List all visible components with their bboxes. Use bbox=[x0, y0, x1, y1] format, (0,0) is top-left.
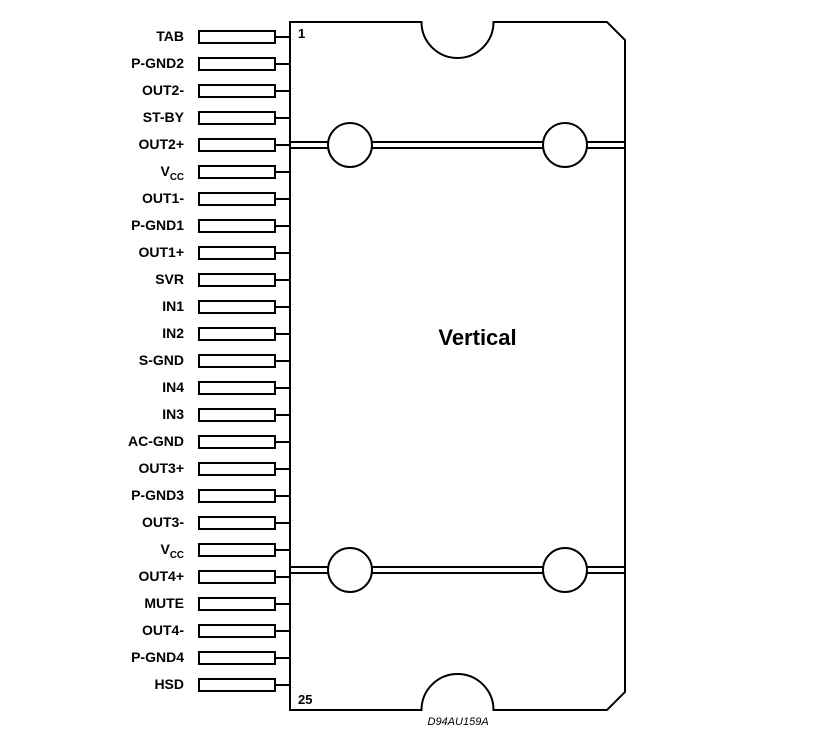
pin-lead bbox=[276, 360, 290, 362]
diagram-root: TAB P-GND2 OUT2- ST-BY OUT2+ VCC OUT1- P-GND1 OU… bbox=[0, 0, 822, 751]
pin-label: IN3 bbox=[162, 406, 184, 422]
pin-lead bbox=[276, 63, 290, 65]
pin-lead bbox=[276, 144, 290, 146]
pin-box bbox=[198, 219, 276, 233]
mount-hole bbox=[328, 123, 372, 167]
pin-label: OUT2- bbox=[142, 82, 184, 98]
pin-box bbox=[198, 273, 276, 287]
pin-label: OUT1+ bbox=[138, 244, 184, 260]
pin-box bbox=[198, 516, 276, 530]
pin-box bbox=[198, 327, 276, 341]
pin-number-25: 25 bbox=[298, 692, 312, 707]
pin-label: SVR bbox=[155, 271, 184, 287]
pin-lead bbox=[276, 117, 290, 119]
pin-number-1: 1 bbox=[298, 26, 305, 41]
pin-label: OUT1- bbox=[142, 190, 184, 206]
mount-hole bbox=[543, 548, 587, 592]
pin-box bbox=[198, 165, 276, 179]
pin-label: MUTE bbox=[144, 595, 184, 611]
pin-box bbox=[198, 57, 276, 71]
pin-lead bbox=[276, 657, 290, 659]
pin-lead bbox=[276, 171, 290, 173]
pin-box bbox=[198, 381, 276, 395]
pin-box bbox=[198, 138, 276, 152]
pin-box bbox=[198, 84, 276, 98]
package-label: Vertical bbox=[438, 325, 516, 351]
pin-label: S-GND bbox=[139, 352, 184, 368]
pin-label: P-GND3 bbox=[131, 487, 184, 503]
document-id: D94AU159A bbox=[428, 716, 489, 728]
pin-label: OUT4+ bbox=[138, 568, 184, 584]
pin-lead bbox=[276, 225, 290, 227]
pin-label: VCC bbox=[161, 163, 185, 183]
pin-label: ST-BY bbox=[143, 109, 184, 125]
pin-lead bbox=[276, 198, 290, 200]
pin-box bbox=[198, 192, 276, 206]
pin-box bbox=[198, 678, 276, 692]
pin-label: P-GND4 bbox=[131, 649, 184, 665]
pin-label: OUT2+ bbox=[138, 136, 184, 152]
pin-lead bbox=[276, 522, 290, 524]
pin-label: HSD bbox=[154, 676, 184, 692]
pin-box bbox=[198, 462, 276, 476]
pin-box bbox=[198, 651, 276, 665]
pin-label: P-GND1 bbox=[131, 217, 184, 233]
pin-label: IN4 bbox=[162, 379, 184, 395]
pin-label: TAB bbox=[156, 28, 184, 44]
pin-label: OUT4- bbox=[142, 622, 184, 638]
pin-box bbox=[198, 354, 276, 368]
pin-lead bbox=[276, 414, 290, 416]
pin-label: VCC bbox=[161, 541, 185, 561]
pin-box bbox=[198, 543, 276, 557]
pin-box bbox=[198, 300, 276, 314]
pin-box bbox=[198, 570, 276, 584]
pin-box bbox=[198, 246, 276, 260]
pin-lead bbox=[276, 36, 290, 38]
pin-box bbox=[198, 624, 276, 638]
pin-label: IN1 bbox=[162, 298, 184, 314]
pin-label: OUT3- bbox=[142, 514, 184, 530]
pin-label: P-GND2 bbox=[131, 55, 184, 71]
package-outline bbox=[290, 22, 625, 710]
pin-lead bbox=[276, 603, 290, 605]
pin-box bbox=[198, 30, 276, 44]
pin-lead bbox=[276, 90, 290, 92]
pin-box bbox=[198, 489, 276, 503]
pin-lead bbox=[276, 279, 290, 281]
mount-hole bbox=[543, 123, 587, 167]
pin-label: OUT3+ bbox=[138, 460, 184, 476]
pin-box bbox=[198, 435, 276, 449]
pin-label: IN2 bbox=[162, 325, 184, 341]
pin-label: AC-GND bbox=[128, 433, 184, 449]
pin-lead bbox=[276, 441, 290, 443]
pin-lead bbox=[276, 576, 290, 578]
pin-lead bbox=[276, 549, 290, 551]
package-svg bbox=[0, 0, 822, 751]
pin-lead bbox=[276, 468, 290, 470]
pin-lead bbox=[276, 387, 290, 389]
pin-lead bbox=[276, 684, 290, 686]
pin-box bbox=[198, 597, 276, 611]
pin-lead bbox=[276, 252, 290, 254]
pin-lead bbox=[276, 306, 290, 308]
pin-box bbox=[198, 408, 276, 422]
pin-lead bbox=[276, 495, 290, 497]
pin-box bbox=[198, 111, 276, 125]
mount-hole bbox=[328, 548, 372, 592]
pin-lead bbox=[276, 333, 290, 335]
pin-lead bbox=[276, 630, 290, 632]
